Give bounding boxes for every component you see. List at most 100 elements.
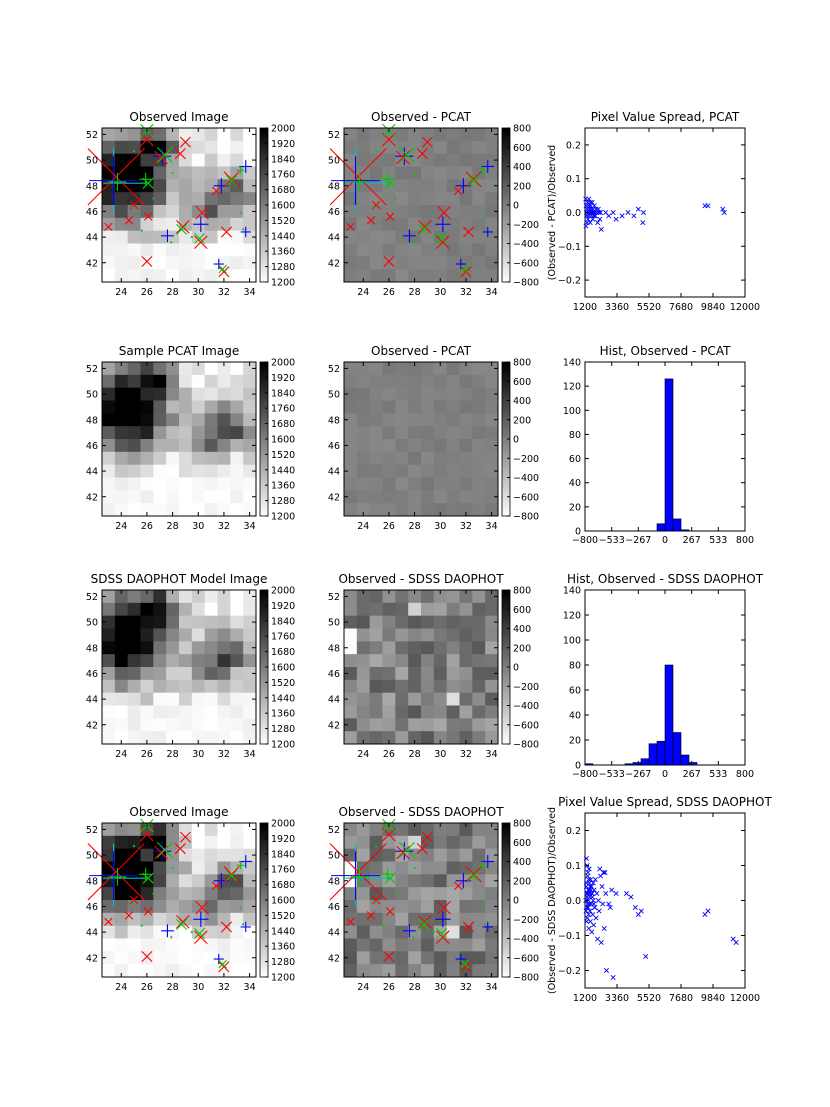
x-tick-label: −533 <box>599 535 625 546</box>
x-tick-label: 24 <box>357 982 369 993</box>
pixel <box>230 718 244 732</box>
source-x-marker <box>329 148 387 206</box>
colorbar-band <box>502 485 510 489</box>
pixel <box>344 205 358 219</box>
pixel <box>166 387 180 401</box>
pixel <box>446 692 460 706</box>
scatter-point <box>596 908 602 914</box>
pixel <box>421 374 435 389</box>
colorbar-band <box>260 410 268 414</box>
source-x-marker <box>124 216 134 225</box>
pixel <box>179 679 193 694</box>
colorbar-band <box>502 690 510 694</box>
source-x-marker <box>385 212 395 221</box>
pixel <box>204 464 218 478</box>
scatter-point <box>587 908 593 914</box>
pixel <box>243 477 257 491</box>
pixel <box>114 900 129 914</box>
pixel-grid <box>102 128 257 283</box>
pixel <box>369 590 383 604</box>
pixel <box>344 166 358 180</box>
y-tick-label: −0.2 <box>558 276 581 287</box>
axes-frame <box>584 127 746 298</box>
source-x-marker <box>371 200 381 210</box>
pixel <box>382 874 396 888</box>
pixel <box>114 230 129 244</box>
source-x-marker <box>436 930 450 945</box>
pixel <box>140 140 154 155</box>
pixel <box>433 964 448 978</box>
colorbar-band <box>502 892 510 896</box>
colorbar-band <box>502 495 510 499</box>
colorbar-band <box>502 421 510 424</box>
pixel <box>344 628 358 642</box>
pixel <box>114 490 129 504</box>
pixel <box>179 451 193 466</box>
y-tick-label: 42 <box>86 492 98 503</box>
point-stroke-b <box>628 894 634 900</box>
colorbar-band <box>260 597 268 601</box>
colorbar-band <box>260 843 268 847</box>
pixel <box>344 731 358 745</box>
scatter-point <box>594 890 600 897</box>
colorbar-tick-label: 1920 <box>271 834 295 845</box>
colorbar-band <box>502 510 510 514</box>
y-tick-label: 48 <box>328 415 340 426</box>
pixel <box>114 628 129 642</box>
pixel <box>102 679 116 694</box>
pixel <box>485 387 499 401</box>
pixel <box>153 925 167 939</box>
pixel <box>459 205 473 219</box>
point-stroke-b <box>591 203 597 209</box>
pixel <box>382 823 396 837</box>
colorbar-band <box>502 382 510 386</box>
scatter-point <box>619 213 625 219</box>
pixel <box>243 230 257 244</box>
pixel <box>408 823 422 837</box>
source-x-marker <box>211 881 221 891</box>
colorbar-band <box>260 382 268 386</box>
colorbar-band <box>502 367 510 371</box>
scatter-point <box>632 904 638 911</box>
pixel <box>369 861 383 875</box>
colorbar-band <box>260 718 268 722</box>
pixel <box>485 451 499 466</box>
pixel <box>191 269 206 283</box>
colorbar: 2000192018401760168016001520144013601280… <box>259 819 295 984</box>
pixel <box>459 887 473 901</box>
pixel <box>191 477 206 491</box>
colorbar-band <box>260 441 268 445</box>
pixel <box>459 718 473 732</box>
point-stroke-b <box>597 866 603 872</box>
pixel <box>179 964 193 978</box>
pixel <box>230 590 244 604</box>
pixel <box>102 140 116 155</box>
colorbar-band <box>260 464 268 468</box>
x-diag-b <box>220 226 233 238</box>
x-tick-label: 28 <box>409 521 421 532</box>
pixel-grid <box>102 362 257 517</box>
pixel <box>140 964 154 978</box>
pixel <box>433 426 448 440</box>
x-tick-label: 24 <box>357 521 369 532</box>
scatter-point <box>585 890 591 897</box>
x-diag-b <box>226 175 238 187</box>
colorbar-band <box>502 179 510 183</box>
colorbar-band <box>502 469 510 473</box>
pixel <box>204 153 218 167</box>
y-tick-label: 120 <box>563 382 581 393</box>
x-diag-b <box>223 866 240 883</box>
pixel <box>204 451 218 466</box>
source-plus-marker <box>482 226 493 238</box>
pixel <box>369 602 383 617</box>
colorbar-band <box>260 374 268 378</box>
pixel <box>191 692 206 706</box>
pixel <box>472 912 486 927</box>
colorbar-tick-label: −400 <box>513 701 539 712</box>
y-tick-label: 100 <box>563 636 581 647</box>
colorbar-tick-label: 1600 <box>271 201 295 212</box>
colorbar-band <box>502 225 510 229</box>
pixel <box>166 400 180 414</box>
point-stroke-b <box>584 894 590 900</box>
colorbar-band <box>502 858 510 862</box>
